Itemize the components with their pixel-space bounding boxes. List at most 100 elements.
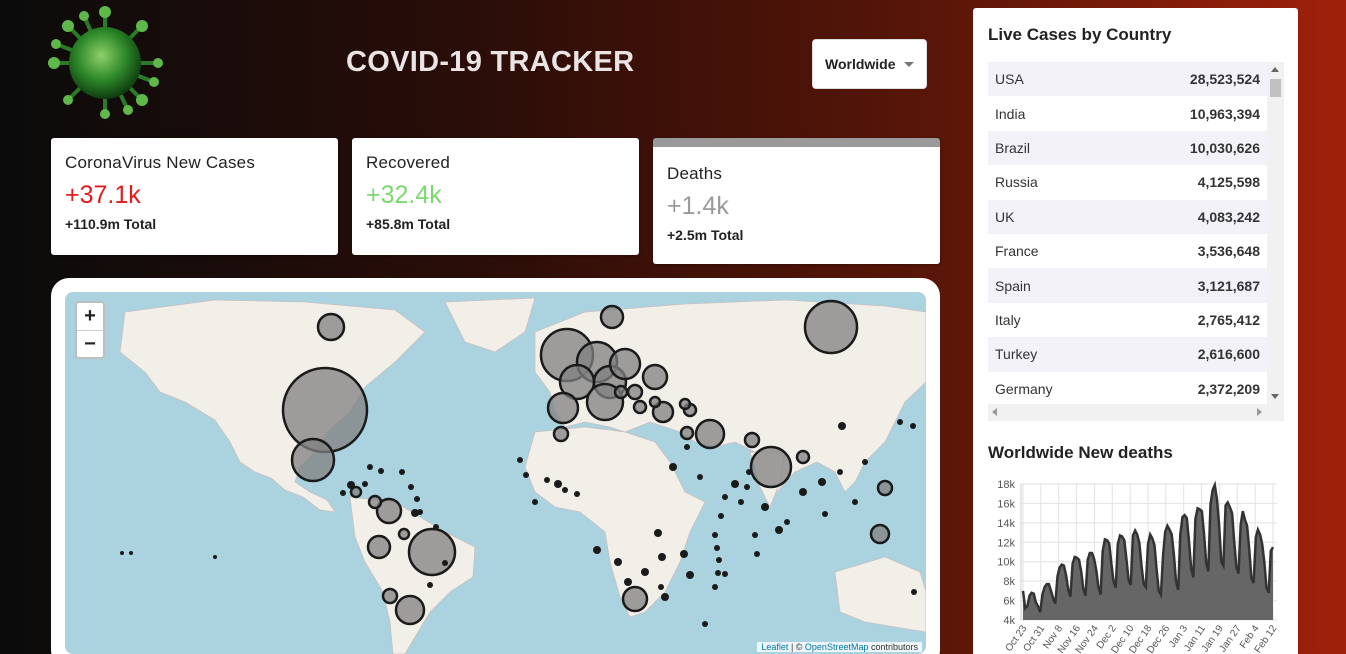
country-bubble[interactable] [552, 425, 570, 443]
country-bubble[interactable] [367, 464, 373, 470]
country-bubble[interactable] [562, 487, 568, 493]
country-bubble[interactable] [648, 395, 662, 409]
country-bubble[interactable] [799, 488, 807, 496]
country-bubble[interactable] [722, 494, 728, 500]
country-bubble[interactable] [775, 526, 783, 534]
country-bubble[interactable] [718, 513, 724, 519]
country-bubble[interactable] [546, 391, 580, 425]
country-bubble[interactable] [362, 481, 368, 487]
horizontal-scrollbar[interactable] [988, 404, 1284, 421]
country-bubble[interactable] [381, 587, 399, 605]
country-bubble[interactable] [743, 431, 761, 449]
country-bubble[interactable] [593, 546, 601, 554]
country-bubble[interactable] [910, 423, 916, 429]
osm-link[interactable]: OpenStreetMap [804, 642, 869, 652]
country-bubble[interactable] [399, 469, 405, 475]
scroll-left-icon[interactable] [992, 408, 997, 416]
country-bubble[interactable] [714, 545, 720, 551]
scroll-down-icon[interactable] [1271, 394, 1279, 399]
country-bubble[interactable] [433, 524, 439, 530]
infobox-deaths[interactable]: Deaths +1.4k +2.5m Total [653, 138, 940, 264]
country-bubble[interactable] [746, 469, 752, 475]
country-bubble[interactable] [712, 532, 718, 538]
country-bubble[interactable] [378, 468, 384, 474]
world-map[interactable]: + − Leaflet | © OpenStreetMap contributo… [65, 292, 926, 654]
country-bubble[interactable] [599, 304, 625, 330]
country-bubble[interactable] [574, 491, 580, 497]
country-bubble[interactable] [523, 472, 529, 478]
country-bubble[interactable] [641, 568, 649, 576]
country-bubble[interactable] [411, 509, 419, 517]
country-bubble[interactable] [641, 363, 669, 391]
country-bubble[interactable] [697, 474, 703, 480]
country-bubble[interactable] [754, 551, 760, 557]
country-bubble[interactable] [838, 422, 846, 430]
country-bubble[interactable] [414, 496, 420, 502]
country-bubble[interactable] [290, 437, 336, 483]
country-bubble[interactable] [731, 480, 739, 488]
country-bubble[interactable] [715, 570, 721, 576]
country-bubble[interactable] [654, 529, 662, 537]
country-bubble[interactable] [658, 584, 664, 590]
leaflet-link[interactable]: Leaflet [761, 642, 789, 652]
country-bubble[interactable] [669, 463, 677, 471]
zoom-out-button[interactable]: − [77, 330, 103, 357]
country-bubble[interactable] [822, 511, 828, 517]
country-bubble[interactable] [120, 551, 124, 555]
country-bubble[interactable] [876, 479, 894, 497]
country-bubble[interactable] [532, 499, 538, 505]
country-bubble[interactable] [837, 469, 843, 475]
country-bubble[interactable] [621, 585, 649, 613]
country-bubble[interactable] [862, 459, 868, 465]
country-bubble[interactable] [911, 589, 917, 595]
country-bubble[interactable] [869, 523, 891, 545]
map-layer[interactable] [65, 292, 926, 654]
country-bubble[interactable] [632, 399, 648, 415]
country-bubble[interactable] [613, 384, 629, 400]
country-bubble[interactable] [366, 534, 392, 560]
country-bubble[interactable] [626, 383, 644, 401]
country-bubble[interactable] [722, 571, 728, 577]
country-bubble[interactable] [281, 366, 369, 454]
country-bubble[interactable] [442, 560, 448, 566]
scroll-thumb[interactable] [1270, 79, 1281, 97]
country-bubble[interactable] [738, 499, 744, 505]
country-bubble[interactable] [417, 509, 423, 515]
country-bubble[interactable] [624, 578, 632, 586]
country-bubble[interactable] [712, 584, 718, 590]
vertical-scrollbar[interactable] [1267, 62, 1284, 404]
country-bubble[interactable] [752, 532, 758, 538]
country-bubble[interactable] [702, 621, 708, 627]
country-bubble[interactable] [367, 494, 383, 510]
country-bubble[interactable] [394, 594, 426, 626]
country-bubble[interactable] [684, 444, 690, 450]
country-bubble[interactable] [427, 582, 433, 588]
country-bubble[interactable] [517, 457, 523, 463]
country-bubble[interactable] [658, 553, 666, 561]
country-bubble[interactable] [852, 499, 858, 505]
country-bubble[interactable] [316, 312, 346, 342]
country-bubble[interactable] [544, 477, 550, 483]
country-bubble[interactable] [686, 571, 694, 579]
country-bubble[interactable] [694, 418, 726, 450]
country-bubble[interactable] [716, 557, 722, 563]
country-bubble[interactable] [749, 445, 793, 489]
country-bubble[interactable] [554, 480, 562, 488]
country-bubble[interactable] [340, 490, 346, 496]
scroll-right-icon[interactable] [1257, 408, 1262, 416]
country-bubble[interactable] [784, 519, 790, 525]
country-bubble[interactable] [680, 550, 688, 558]
country-bubble[interactable] [678, 397, 692, 411]
country-bubble[interactable] [397, 527, 411, 541]
country-bubble[interactable] [744, 484, 750, 490]
country-bubble[interactable] [375, 497, 403, 525]
infobox-cases[interactable]: CoronaVirus New Cases +37.1k +110.9m Tot… [51, 138, 338, 255]
country-bubble[interactable] [407, 527, 457, 577]
live-cases-table[interactable]: USA 28,523,524 India 10,963,394 Brazil 10,030… [988, 62, 1284, 421]
country-bubble[interactable] [614, 558, 622, 566]
country-bubble[interactable] [818, 478, 826, 486]
country-bubble[interactable] [608, 347, 642, 381]
country-bubble[interactable] [897, 419, 903, 425]
zoom-in-button[interactable]: + [84, 305, 96, 327]
scroll-up-icon[interactable] [1271, 67, 1279, 72]
